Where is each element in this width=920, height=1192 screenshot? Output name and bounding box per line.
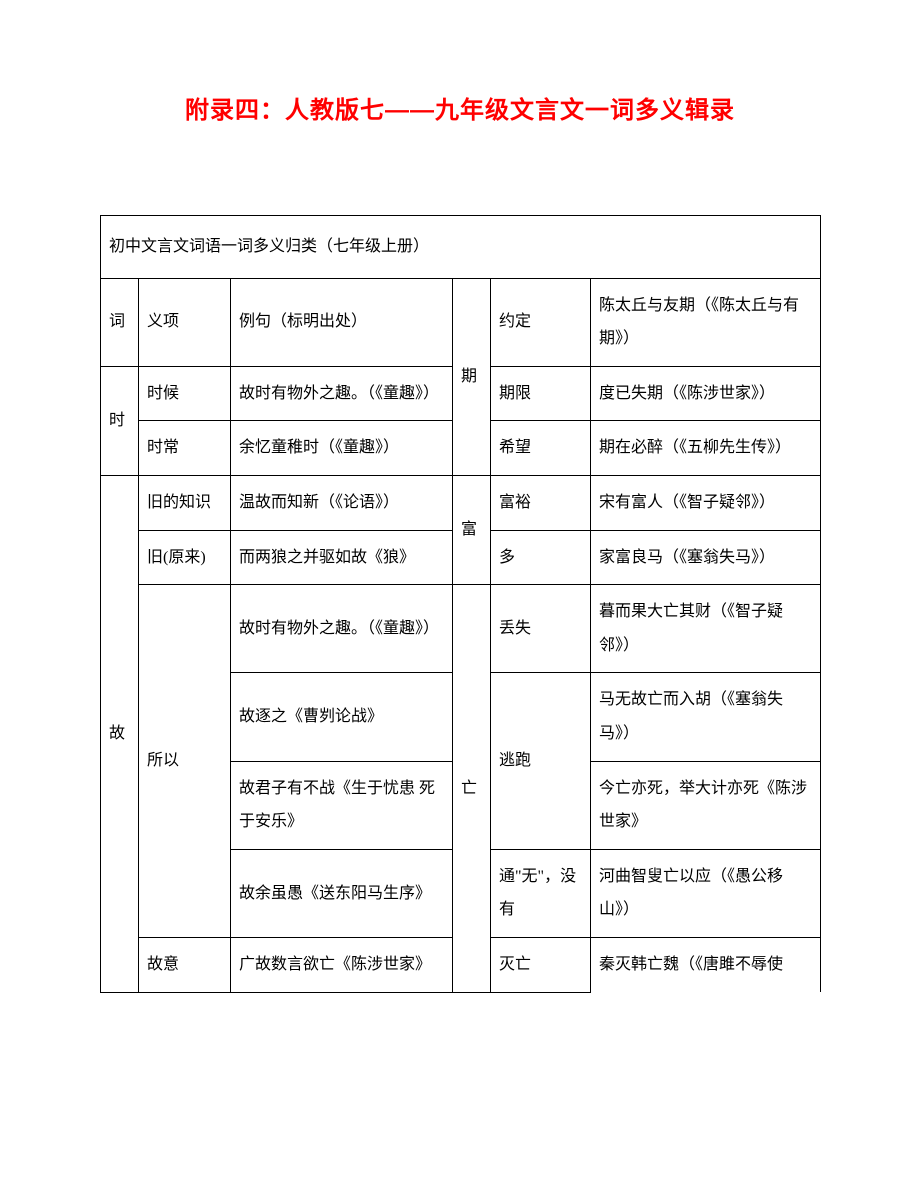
cell-word: 时 xyxy=(101,366,139,475)
cell-meaning: 旧(原来) xyxy=(139,530,231,585)
document-title: 附录四：人教版七——九年级文言文一词多义辑录 xyxy=(100,90,820,125)
cell-example: 故时有物外之趣。（《童趣》） xyxy=(231,366,453,421)
cell-meaning: 多 xyxy=(491,530,591,585)
cell-meaning: 义项 xyxy=(139,278,231,366)
cell-word: 词 xyxy=(101,278,139,366)
vocabulary-table: 初中文言文词语一词多义归类（七年级上册） 词 义项 例句（标明出处） 期 约定 … xyxy=(100,215,821,993)
cell-example: 秦灭韩亡魏（《唐雎不辱使 xyxy=(591,937,821,992)
table-header-cell: 初中文言文词语一词多义归类（七年级上册） xyxy=(101,216,821,279)
cell-example: 故逐之《曹刿论战》 xyxy=(231,673,453,761)
cell-meaning: 所以 xyxy=(139,585,231,938)
cell-meaning: 富裕 xyxy=(491,475,591,530)
cell-example: 家富良马（《塞翁失马》） xyxy=(591,530,821,585)
cell-example: 而两狼之并驱如故《狼》 xyxy=(231,530,453,585)
cell-meaning: 旧的知识 xyxy=(139,475,231,530)
cell-example: 故余虽愚《送东阳马生序》 xyxy=(231,849,453,937)
cell-meaning: 逃跑 xyxy=(491,673,591,849)
cell-meaning: 灭亡 xyxy=(491,937,591,992)
cell-meaning: 希望 xyxy=(491,421,591,476)
table-row: 故 旧的知识 温故而知新（《论语》） 富 富裕 宋有富人（《智子疑邻》） xyxy=(101,475,821,530)
cell-example: 余忆童稚时（《童趣》） xyxy=(231,421,453,476)
cell-example: 马无故亡而入胡（《塞翁失马》） xyxy=(591,673,821,761)
cell-word: 亡 xyxy=(453,585,491,992)
cell-example: 河曲智叟亡以应（《愚公移山》） xyxy=(591,849,821,937)
cell-example: 例句（标明出处） xyxy=(231,278,453,366)
table-row: 所以 故时有物外之趣。（《童趣》） 亡 丢失 暮而果大亡其财（《智子疑邻》） xyxy=(101,585,821,673)
cell-example: 期在必醉（《五柳先生传》） xyxy=(591,421,821,476)
cell-word: 故 xyxy=(101,475,139,992)
cell-example: 故君子有不战《生于忧患 死于安乐》 xyxy=(231,761,453,849)
cell-word: 期 xyxy=(453,278,491,475)
cell-example: 故时有物外之趣。（《童趣》） xyxy=(231,585,453,673)
cell-example: 度已失期（《陈涉世家》） xyxy=(591,366,821,421)
cell-example: 广故数言欲亡《陈涉世家》 xyxy=(231,937,453,992)
cell-meaning: 丢失 xyxy=(491,585,591,673)
cell-example: 今亡亦死，举大计亦死《陈涉世家》 xyxy=(591,761,821,849)
cell-example: 温故而知新（《论语》） xyxy=(231,475,453,530)
document-page: 附录四：人教版七——九年级文言文一词多义辑录 初中文言文词语一词多义归类（七年级… xyxy=(0,0,920,1033)
table-row: 词 义项 例句（标明出处） 期 约定 陈太丘与友期（《陈太丘与有期》） xyxy=(101,278,821,366)
cell-meaning: 约定 xyxy=(491,278,591,366)
table-header-row: 初中文言文词语一词多义归类（七年级上册） xyxy=(101,216,821,279)
cell-example: 暮而果大亡其财（《智子疑邻》） xyxy=(591,585,821,673)
cell-meaning: 时常 xyxy=(139,421,231,476)
cell-example: 宋有富人（《智子疑邻》） xyxy=(591,475,821,530)
cell-meaning: 时候 xyxy=(139,366,231,421)
cell-word: 富 xyxy=(453,475,491,584)
cell-meaning: 通"无"，没有 xyxy=(491,849,591,937)
cell-meaning: 期限 xyxy=(491,366,591,421)
cell-meaning: 故意 xyxy=(139,937,231,992)
cell-example: 陈太丘与友期（《陈太丘与有期》） xyxy=(591,278,821,366)
